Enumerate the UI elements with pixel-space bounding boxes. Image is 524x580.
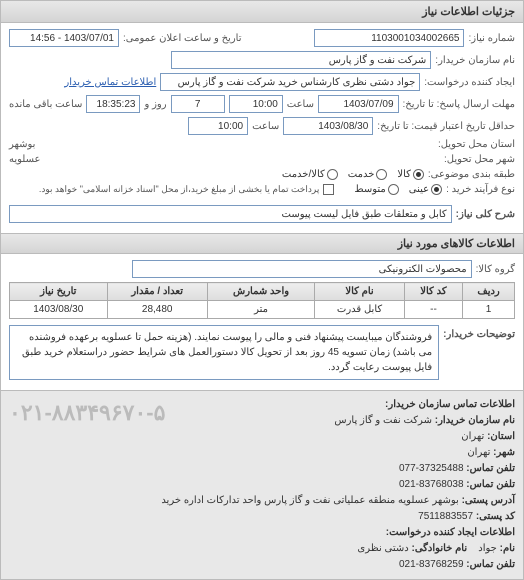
prov-value: تهران <box>461 431 484 442</box>
radio-icon <box>388 184 399 195</box>
table-cell: 1403/08/30 <box>10 301 108 319</box>
radio-icon <box>413 169 424 180</box>
city-value: عسلویه <box>9 154 41 165</box>
req-tel-value: 83768259-021 <box>399 559 464 570</box>
process-radio-group: عینی متوسط <box>354 184 442 195</box>
table-header-cell: تعداد / مقدار <box>107 283 207 301</box>
table-header-cell: ردیف <box>463 283 515 301</box>
validity-time-field: 10:00 <box>188 117 248 135</box>
buyer-notes-text: فروشندگان میبایست پیشنهاد فنی و مالی را … <box>9 325 439 380</box>
req-title: اطلاعات ایجاد کننده درخواست: <box>386 527 515 538</box>
proc-cash-option[interactable]: عینی <box>409 184 442 195</box>
c-city-value: تهران <box>467 447 490 458</box>
group-field: محصولات الکترونیکی <box>132 260 472 278</box>
zip-label: کد پستی: <box>476 511 515 522</box>
goods-table: ردیفکد کالانام کالاواحد شمارشتعداد / مقد… <box>9 282 515 319</box>
table-header-cell: تاریخ نیاز <box>10 283 108 301</box>
tel-value: 37325488-077 <box>399 463 464 474</box>
table-header-cell: واحد شمارش <box>207 283 314 301</box>
desc-label: شرح کلی نیاز: <box>456 209 515 220</box>
validity-label: حداقل تاریخ اعتبار قیمت: تا تاریخ: <box>377 121 515 132</box>
table-cell: 28,480 <box>107 301 207 319</box>
province-label: استان محل تحویل: <box>438 139 515 150</box>
request-no-label: شماره نیاز: <box>468 33 515 44</box>
fax-value: 83768038-021 <box>399 479 464 490</box>
table-cell: 1 <box>463 301 515 319</box>
creator-label: ایجاد کننده درخواست: <box>424 77 515 88</box>
cat-service-option[interactable]: خدمت <box>348 169 388 180</box>
table-header-cell: کد کالا <box>404 283 462 301</box>
treasury-checkbox[interactable] <box>323 184 334 195</box>
family-label: نام خانوادگی: <box>412 543 468 554</box>
deadline-date-field: 1403/07/09 <box>318 95 399 113</box>
creator-field: جواد دشتی نظری کارشناس خرید شرکت نفت و گ… <box>160 73 420 91</box>
details-panel: جزئیات اطلاعات نیاز شماره نیاز: 11030010… <box>0 0 524 580</box>
process-label: نوع فرآیند خرید : <box>446 184 515 195</box>
remain-field: 18:35:23 <box>86 95 140 113</box>
group-label: گروه کالا: <box>476 264 515 275</box>
time-label-2: ساعت <box>252 121 279 132</box>
table-body: 1--کابل قدرتمتر28,4801403/08/30 <box>10 301 515 319</box>
header-form: شماره نیاز: 1103001034002665 تاریخ و ساع… <box>1 23 523 233</box>
request-no-field: 1103001034002665 <box>314 29 464 47</box>
addr-label: آدرس پستی: <box>462 495 515 506</box>
desc-field: کابل و متعلقات طبق فایل لیست پیوست <box>9 205 452 223</box>
c-city-label: شهر: <box>493 447 515 458</box>
radio-icon <box>327 169 338 180</box>
days-field: 7 <box>171 95 225 113</box>
tel-label: تلفن تماس: <box>466 463 515 474</box>
family-value: دشتی نظری <box>357 543 408 554</box>
zip-value: 7511883557 <box>418 511 473 522</box>
addr-value: بوشهر عسلویه منطقه عملیاتی نفت و گاز پار… <box>161 495 458 506</box>
panel-title: جزئیات اطلاعات نیاز <box>1 1 523 23</box>
category-label: طبقه بندی موضوعی: <box>428 169 515 180</box>
req-tel-label: تلفن تماس: <box>466 559 515 570</box>
remain-label: ساعت باقی مانده <box>9 99 82 110</box>
pay-note: پرداخت تمام یا بخشی از مبلغ خرید،از محل … <box>39 184 319 195</box>
name-label: نام: <box>500 543 515 554</box>
table-cell: متر <box>207 301 314 319</box>
org-label: نام سازمان خریدار: <box>435 415 515 426</box>
buyer-name-label: نام سازمان خریدار: <box>435 55 515 66</box>
contact-link[interactable]: اطلاعات تماس خریدار <box>64 77 156 88</box>
prov-label: استان: <box>487 431 515 442</box>
announce-label: تاریخ و ساعت اعلان عمومی: <box>123 33 242 44</box>
cat-goods-option[interactable]: کالا <box>397 169 424 180</box>
cat-both-option[interactable]: کالا/خدمت <box>282 169 338 180</box>
name-value: جواد <box>478 543 497 554</box>
province-value: بوشهر <box>9 139 35 150</box>
proc-medium-option[interactable]: متوسط <box>354 184 398 195</box>
goods-area: گروه کالا: محصولات الکترونیکی ردیفکد کال… <box>1 254 523 390</box>
org-value: شرکت نفت و گاز پارس <box>334 415 432 426</box>
buyer-name-field: شرکت نفت و گاز پارس <box>171 51 431 69</box>
radio-icon <box>431 184 442 195</box>
contact-title: اطلاعات تماس سازمان خریدار: <box>385 399 515 410</box>
validity-date-field: 1403/08/30 <box>283 117 373 135</box>
table-cell: -- <box>404 301 462 319</box>
table-header-row: ردیفکد کالانام کالاواحد شمارشتعداد / مقد… <box>10 283 515 301</box>
announce-field: 1403/07/01 - 14:56 <box>9 29 119 47</box>
table-cell: کابل قدرت <box>315 301 405 319</box>
time-label-1: ساعت <box>287 99 314 110</box>
table-row[interactable]: 1--کابل قدرتمتر28,4801403/08/30 <box>10 301 515 319</box>
table-header-cell: نام کالا <box>315 283 405 301</box>
buyer-notes-label: توضیحات خریدار: <box>443 325 515 340</box>
city-label: شهر محل تحویل: <box>444 154 515 165</box>
category-radio-group: کالا خدمت کالا/خدمت <box>282 169 424 180</box>
days-label: روز و <box>144 99 166 110</box>
goods-section-title: اطلاعات کالاهای مورد نیاز <box>1 233 523 254</box>
deadline-time-field: 10:00 <box>229 95 283 113</box>
radio-icon <box>376 169 387 180</box>
contact-block: ۰۲۱-۸۸۳۴۹۶۷۰-۵ اطلاعات تماس سازمان خریدا… <box>1 390 523 579</box>
deadline-label: مهلت ارسال پاسخ: تا تاریخ: <box>403 99 515 110</box>
phone-watermark: ۰۲۱-۸۸۳۴۹۶۷۰-۵ <box>9 395 165 430</box>
fax-label: تلفن تماس: <box>466 479 515 490</box>
